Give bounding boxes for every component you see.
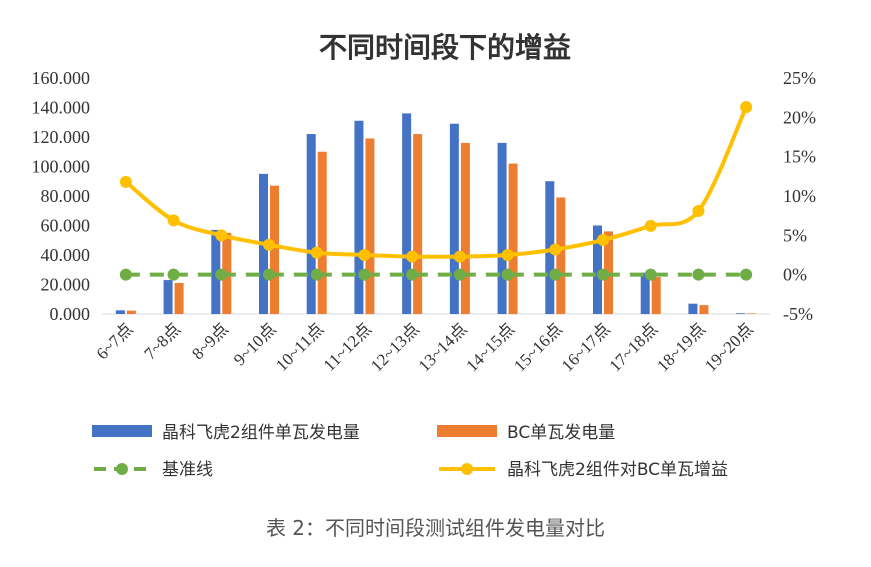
y-left-tick-label: 80.000	[41, 186, 91, 206]
bar	[174, 283, 184, 314]
bar	[402, 113, 412, 315]
bar	[211, 229, 221, 314]
line-point	[453, 250, 466, 263]
bars	[115, 113, 757, 315]
x-tick-label: 12~13点	[367, 319, 423, 375]
bar	[413, 134, 423, 314]
x-tick-label: 19~20点	[701, 319, 757, 375]
y-left-tick-label: 160.000	[32, 68, 91, 88]
x-tick-label: 17~18点	[606, 319, 662, 375]
bar	[747, 313, 757, 314]
line-point	[597, 234, 609, 247]
x-tick-label: 8~9点	[188, 319, 232, 363]
line-point	[549, 268, 562, 281]
lines	[119, 101, 753, 281]
line-point	[406, 268, 419, 281]
y-left-tick-label: 120.000	[32, 127, 91, 147]
legend-label: 基准线	[162, 460, 213, 480]
line-point	[119, 175, 132, 188]
bar	[736, 313, 746, 314]
bar	[651, 277, 661, 314]
x-tick-label: 13~14点	[415, 319, 471, 375]
x-axis: 6~7点 7~8点 8~9点9~10点10~11点11~12点12~13点13~14…	[93, 319, 757, 375]
bar	[497, 142, 507, 314]
line-point	[692, 268, 705, 281]
legend-swatch-point	[461, 463, 473, 475]
x-tick-label: 18~19点	[653, 319, 709, 375]
bar	[688, 303, 698, 314]
legend-label: BC单瓦发电量	[507, 423, 615, 443]
line-point	[644, 219, 657, 232]
x-tick-label: 15~16点	[510, 319, 566, 375]
legend-swatch	[437, 425, 497, 437]
bar	[699, 305, 709, 314]
line-point	[167, 268, 180, 281]
y-left-tick-label: 40.000	[41, 245, 91, 265]
y-right-tick-label: 0%	[783, 265, 807, 285]
line-point	[501, 268, 514, 281]
bar	[115, 310, 125, 314]
y-right-tick-label: 5%	[783, 225, 807, 245]
line-point	[501, 249, 514, 261]
x-tick-label: 11~12点	[320, 319, 376, 375]
y-left-tick-label: 140.000	[32, 98, 91, 118]
line-point	[358, 268, 371, 281]
line-point	[310, 246, 323, 259]
line-point	[215, 268, 228, 281]
bar	[126, 310, 136, 314]
y-right-tick-label: 20%	[783, 107, 816, 127]
line-point	[167, 214, 180, 227]
line-point	[597, 268, 609, 281]
bar	[163, 280, 173, 314]
line-point	[263, 238, 275, 251]
line-point	[453, 268, 466, 281]
line-point	[740, 268, 753, 281]
y-right-tick-label: 25%	[783, 68, 816, 88]
chart: 不同时间段下的增益 0.000 20.000 40.000 60.000 80.000 1…	[32, 31, 817, 480]
bar	[317, 151, 327, 314]
legend-swatch-point	[116, 463, 128, 475]
legend-label: 晶科飞虎2组件对BC单瓦增益	[507, 460, 728, 480]
legend-swatch	[92, 425, 152, 437]
y-left-tick-label: 100.000	[32, 157, 91, 177]
bar	[640, 272, 650, 314]
line-point	[692, 204, 705, 217]
figure-caption: 表 2：不同时间段测试组件发电量对比	[265, 516, 606, 540]
line-point	[263, 268, 275, 281]
bar	[593, 225, 602, 314]
y-axis-right: -5% 0% 5% 10% 15% 20% 25%	[783, 68, 816, 324]
bar	[306, 134, 316, 314]
bar	[365, 138, 375, 314]
x-tick-label: 7~8点	[140, 319, 184, 363]
y-left-tick-label: 60.000	[41, 216, 91, 236]
x-tick-label: 16~17点	[558, 319, 614, 375]
line-point	[549, 243, 562, 256]
x-tick-label: 10~11点	[272, 319, 328, 375]
bar	[449, 123, 459, 314]
line-point	[310, 268, 323, 281]
chart-title: 不同时间段下的增益	[319, 31, 571, 64]
y-left-tick-label: 0.000	[50, 304, 91, 324]
line-point	[119, 268, 132, 281]
line-point	[406, 250, 419, 263]
bar	[354, 120, 364, 315]
line-point	[358, 249, 371, 261]
bar	[556, 197, 566, 314]
y-right-tick-label: 15%	[783, 147, 816, 167]
line-point	[740, 101, 753, 114]
x-tick-label: 6~7点	[93, 319, 137, 363]
legend-label: 晶科飞虎2组件单瓦发电量	[162, 423, 360, 443]
y-axis-left: 0.000 20.000 40.000 60.000 80.000 100.000 120.…	[32, 68, 91, 324]
y-right-tick-label: 10%	[783, 186, 816, 206]
y-left-tick-label: 20.000	[41, 275, 91, 295]
bar	[508, 163, 518, 314]
line-point	[215, 229, 228, 242]
bar	[460, 142, 470, 314]
bar	[270, 185, 279, 314]
y-right-tick-label: -5%	[783, 304, 813, 324]
line-point	[644, 268, 657, 281]
x-tick-label: 14~15点	[462, 319, 518, 375]
